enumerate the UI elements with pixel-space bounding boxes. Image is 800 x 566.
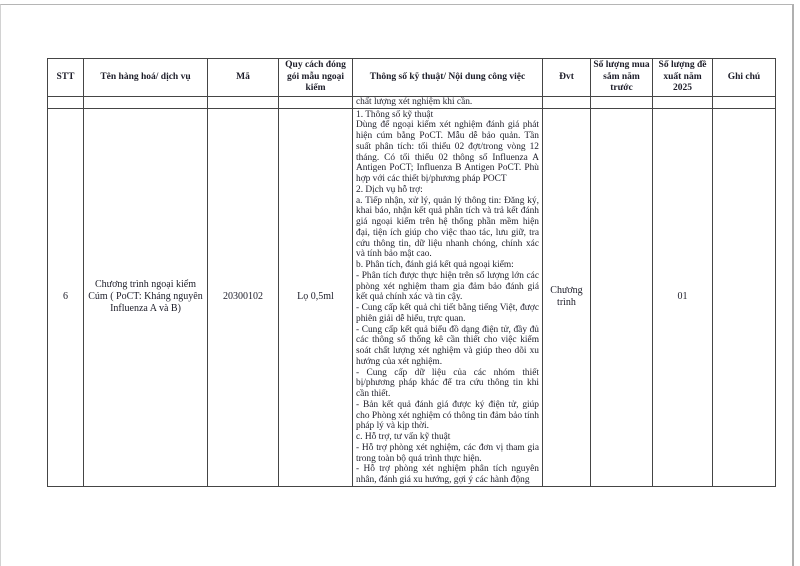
carryover-cell-packaging (278, 95, 353, 109)
carryover-cell-unit (542, 95, 591, 109)
carryover-cell-note (712, 95, 776, 109)
carryover-cell-qty-previous (590, 95, 653, 109)
table-header-row: STT Tên hàng hoá/ dịch vụ Mã Quy cách đó… (47, 58, 776, 97)
spec-paragraph: - Bản kết quả đánh giá được ký điện tử, … (356, 399, 539, 432)
column-header-note: Ghi chú (712, 58, 776, 97)
carryover-row: chất lượng xét nghiệm khi cần. (47, 95, 776, 109)
cell-specifications: 1. Thông số kỹ thuật Dùng để ngoại kiểm … (352, 107, 543, 487)
spec-paragraph: - Hỗ trợ phòng xét nghiệm phân tích nguy… (356, 464, 539, 485)
carryover-spec-text: chất lượng xét nghiệm khi cần. (352, 95, 543, 109)
table-row: 6 Chương trình ngoại kiểm Cúm ( PoCT: Kh… (47, 107, 776, 487)
spec-paragraph: - Cung cấp kết quả biểu đồ dạng điện tử,… (356, 324, 539, 367)
spec-paragraph: - Cung cấp kết quả chi tiết bằng tiếng V… (356, 303, 539, 324)
column-header-item-name: Tên hàng hoá/ dịch vụ (83, 58, 208, 97)
column-header-packaging: Quy cách đóng gói mẫu ngoại kiểm (278, 58, 353, 97)
column-header-specifications: Thông số kỹ thuật/ Nội dung công việc (352, 58, 543, 97)
spec-paragraph: Dùng để ngoại kiểm xét nghiệm đánh giá p… (356, 120, 539, 184)
column-header-code: Mã (207, 58, 279, 97)
cell-note (712, 107, 776, 487)
specifications-text: 1. Thông số kỹ thuật Dùng để ngoại kiểm … (354, 109, 542, 486)
cell-unit: Chương trình (542, 107, 591, 487)
carryover-cell-item-name (83, 95, 208, 109)
cell-qty-previous (590, 107, 653, 487)
spec-paragraph: a. Tiếp nhận, xử lý, quản lý thông tin: … (356, 195, 539, 260)
document-page: STT Tên hàng hoá/ dịch vụ Mã Quy cách đó… (0, 4, 794, 566)
column-header-qty-2025: Số lượng đề xuất năm 2025 (652, 58, 713, 97)
spec-paragraph: 1. Thông số kỹ thuật (356, 109, 434, 120)
column-header-unit: Đvt (542, 58, 591, 97)
spec-paragraph: - Cung cấp dữ liệu của các nhóm thiết bị… (356, 367, 539, 400)
spec-paragraph: c. Hỗ trợ, tư vấn kỹ thuật (356, 432, 451, 442)
spec-paragraph: - Hỗ trợ phòng xét nghiệm, các đơn vị th… (356, 442, 539, 464)
column-header-qty-previous: Số lượng mua sắm năm trước (590, 58, 653, 97)
column-header-stt: STT (47, 58, 84, 97)
carryover-cell-qty-2025 (652, 95, 713, 109)
cell-qty-2025: 01 (652, 107, 713, 487)
cell-packaging: Lọ 0,5ml (278, 107, 353, 487)
procurement-table: STT Tên hàng hoá/ dịch vụ Mã Quy cách đó… (47, 58, 776, 487)
carryover-cell-stt (47, 95, 84, 109)
spec-paragraph: - Phân tích được thực hiện trên số lượng… (356, 270, 539, 303)
carryover-cell-code (207, 95, 279, 109)
cell-stt: 6 (47, 107, 84, 487)
cell-code: 20300102 (207, 107, 279, 487)
cell-item-name: Chương trình ngoại kiểm Cúm ( PoCT: Khán… (83, 107, 208, 487)
spec-paragraph: b. Phân tích, đánh giá kết quả ngoại kiể… (356, 260, 514, 270)
spec-paragraph: 2. Dịch vụ hỗ trợ: (356, 184, 423, 195)
